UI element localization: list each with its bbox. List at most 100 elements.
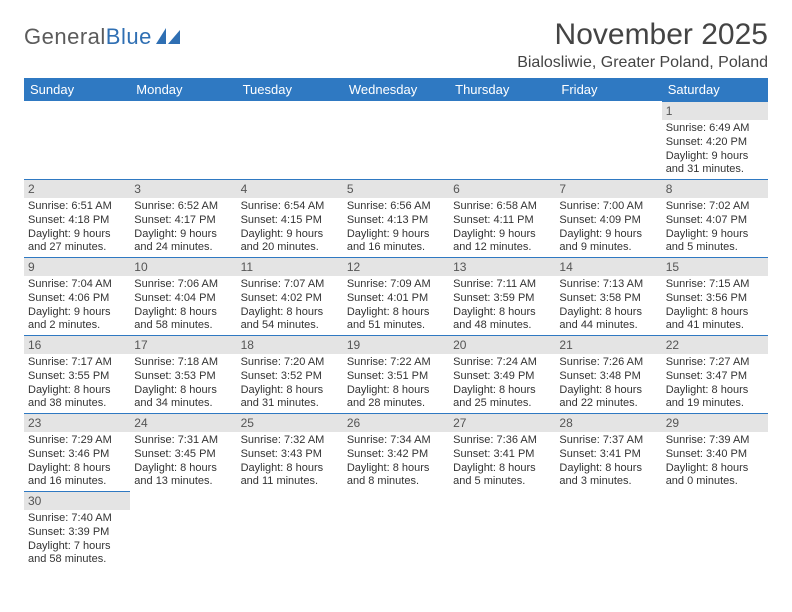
day-number: 11: [237, 257, 343, 276]
calendar-day-cell: 15Sunrise: 7:15 AMSunset: 3:56 PMDayligh…: [662, 257, 768, 335]
weekday-header: Tuesday: [237, 78, 343, 101]
day-sun-info: Sunrise: 6:51 AMSunset: 4:18 PMDaylight:…: [24, 198, 130, 255]
day-number: 2: [24, 179, 130, 198]
day-sun-info: Sunrise: 7:06 AMSunset: 4:04 PMDaylight:…: [130, 276, 236, 333]
weekday-header: Monday: [130, 78, 236, 101]
calendar-day-cell: 5Sunrise: 6:56 AMSunset: 4:13 PMDaylight…: [343, 179, 449, 257]
calendar-day-cell: 2Sunrise: 6:51 AMSunset: 4:18 PMDaylight…: [24, 179, 130, 257]
calendar-empty-cell: [237, 101, 343, 179]
day-sun-info: Sunrise: 6:58 AMSunset: 4:11 PMDaylight:…: [449, 198, 555, 255]
day-sun-info: Sunrise: 7:32 AMSunset: 3:43 PMDaylight:…: [237, 432, 343, 489]
calendar-week-row: 1Sunrise: 6:49 AMSunset: 4:20 PMDaylight…: [24, 101, 768, 179]
calendar-day-cell: 1Sunrise: 6:49 AMSunset: 4:20 PMDaylight…: [662, 101, 768, 179]
day-sun-info: Sunrise: 7:07 AMSunset: 4:02 PMDaylight:…: [237, 276, 343, 333]
day-number: 12: [343, 257, 449, 276]
day-number: 29: [662, 413, 768, 432]
day-sun-info: Sunrise: 7:00 AMSunset: 4:09 PMDaylight:…: [555, 198, 661, 255]
weekday-header: Thursday: [449, 78, 555, 101]
calendar-empty-cell: [555, 101, 661, 179]
day-number: 5: [343, 179, 449, 198]
day-number: 8: [662, 179, 768, 198]
day-number: 18: [237, 335, 343, 354]
calendar-day-cell: 20Sunrise: 7:24 AMSunset: 3:49 PMDayligh…: [449, 335, 555, 413]
day-sun-info: Sunrise: 7:34 AMSunset: 3:42 PMDaylight:…: [343, 432, 449, 489]
calendar-week-row: 16Sunrise: 7:17 AMSunset: 3:55 PMDayligh…: [24, 335, 768, 413]
calendar-empty-cell: [449, 101, 555, 179]
day-number: 15: [662, 257, 768, 276]
day-number: 17: [130, 335, 236, 354]
calendar-day-cell: 9Sunrise: 7:04 AMSunset: 4:06 PMDaylight…: [24, 257, 130, 335]
day-sun-info: Sunrise: 6:56 AMSunset: 4:13 PMDaylight:…: [343, 198, 449, 255]
day-sun-info: Sunrise: 7:26 AMSunset: 3:48 PMDaylight:…: [555, 354, 661, 411]
calendar-day-cell: 23Sunrise: 7:29 AMSunset: 3:46 PMDayligh…: [24, 413, 130, 491]
day-sun-info: Sunrise: 7:31 AMSunset: 3:45 PMDaylight:…: [130, 432, 236, 489]
day-sun-info: Sunrise: 7:15 AMSunset: 3:56 PMDaylight:…: [662, 276, 768, 333]
calendar-day-cell: 25Sunrise: 7:32 AMSunset: 3:43 PMDayligh…: [237, 413, 343, 491]
logo-sail-icon: [156, 28, 182, 46]
calendar-day-cell: 6Sunrise: 6:58 AMSunset: 4:11 PMDaylight…: [449, 179, 555, 257]
day-number: 4: [237, 179, 343, 198]
day-sun-info: Sunrise: 7:22 AMSunset: 3:51 PMDaylight:…: [343, 354, 449, 411]
weekday-header: Wednesday: [343, 78, 449, 101]
day-sun-info: Sunrise: 7:18 AMSunset: 3:53 PMDaylight:…: [130, 354, 236, 411]
weekday-header: Friday: [555, 78, 661, 101]
calendar-day-cell: 19Sunrise: 7:22 AMSunset: 3:51 PMDayligh…: [343, 335, 449, 413]
day-number: 27: [449, 413, 555, 432]
day-sun-info: Sunrise: 7:40 AMSunset: 3:39 PMDaylight:…: [24, 510, 130, 567]
day-sun-info: Sunrise: 7:36 AMSunset: 3:41 PMDaylight:…: [449, 432, 555, 489]
day-number: 16: [24, 335, 130, 354]
calendar-day-cell: 24Sunrise: 7:31 AMSunset: 3:45 PMDayligh…: [130, 413, 236, 491]
day-sun-info: Sunrise: 7:09 AMSunset: 4:01 PMDaylight:…: [343, 276, 449, 333]
logo-text-general: General: [24, 24, 106, 50]
calendar-header-row: SundayMondayTuesdayWednesdayThursdayFrid…: [24, 78, 768, 101]
calendar-day-cell: 26Sunrise: 7:34 AMSunset: 3:42 PMDayligh…: [343, 413, 449, 491]
calendar-week-row: 30Sunrise: 7:40 AMSunset: 3:39 PMDayligh…: [24, 491, 768, 569]
weekday-header: Sunday: [24, 78, 130, 101]
day-number: 30: [24, 491, 130, 510]
calendar-day-cell: 14Sunrise: 7:13 AMSunset: 3:58 PMDayligh…: [555, 257, 661, 335]
day-sun-info: Sunrise: 6:52 AMSunset: 4:17 PMDaylight:…: [130, 198, 236, 255]
day-sun-info: Sunrise: 7:37 AMSunset: 3:41 PMDaylight:…: [555, 432, 661, 489]
day-number: 26: [343, 413, 449, 432]
weekday-header: Saturday: [662, 78, 768, 101]
month-title: November 2025: [517, 18, 768, 52]
day-number: 1: [662, 101, 768, 120]
calendar-empty-cell: [237, 491, 343, 569]
calendar-week-row: 9Sunrise: 7:04 AMSunset: 4:06 PMDaylight…: [24, 257, 768, 335]
day-sun-info: Sunrise: 7:24 AMSunset: 3:49 PMDaylight:…: [449, 354, 555, 411]
calendar-day-cell: 17Sunrise: 7:18 AMSunset: 3:53 PMDayligh…: [130, 335, 236, 413]
day-number: 19: [343, 335, 449, 354]
calendar-day-cell: 12Sunrise: 7:09 AMSunset: 4:01 PMDayligh…: [343, 257, 449, 335]
calendar-empty-cell: [555, 491, 661, 569]
calendar-day-cell: 30Sunrise: 7:40 AMSunset: 3:39 PMDayligh…: [24, 491, 130, 569]
calendar-day-cell: 21Sunrise: 7:26 AMSunset: 3:48 PMDayligh…: [555, 335, 661, 413]
calendar-day-cell: 10Sunrise: 7:06 AMSunset: 4:04 PMDayligh…: [130, 257, 236, 335]
day-sun-info: Sunrise: 7:04 AMSunset: 4:06 PMDaylight:…: [24, 276, 130, 333]
calendar-empty-cell: [130, 491, 236, 569]
calendar-empty-cell: [449, 491, 555, 569]
calendar-empty-cell: [343, 491, 449, 569]
calendar-empty-cell: [24, 101, 130, 179]
title-block: November 2025 Bialosliwie, Greater Polan…: [517, 18, 768, 72]
calendar-empty-cell: [130, 101, 236, 179]
day-sun-info: Sunrise: 7:02 AMSunset: 4:07 PMDaylight:…: [662, 198, 768, 255]
calendar-day-cell: 28Sunrise: 7:37 AMSunset: 3:41 PMDayligh…: [555, 413, 661, 491]
day-number: 24: [130, 413, 236, 432]
calendar-day-cell: 7Sunrise: 7:00 AMSunset: 4:09 PMDaylight…: [555, 179, 661, 257]
day-number: 28: [555, 413, 661, 432]
logo: GeneralBlue: [24, 18, 182, 50]
day-sun-info: Sunrise: 7:27 AMSunset: 3:47 PMDaylight:…: [662, 354, 768, 411]
calendar-day-cell: 13Sunrise: 7:11 AMSunset: 3:59 PMDayligh…: [449, 257, 555, 335]
day-number: 23: [24, 413, 130, 432]
calendar-day-cell: 22Sunrise: 7:27 AMSunset: 3:47 PMDayligh…: [662, 335, 768, 413]
day-sun-info: Sunrise: 7:39 AMSunset: 3:40 PMDaylight:…: [662, 432, 768, 489]
calendar-empty-cell: [662, 491, 768, 569]
day-number: 20: [449, 335, 555, 354]
calendar-day-cell: 4Sunrise: 6:54 AMSunset: 4:15 PMDaylight…: [237, 179, 343, 257]
day-number: 14: [555, 257, 661, 276]
calendar-day-cell: 11Sunrise: 7:07 AMSunset: 4:02 PMDayligh…: [237, 257, 343, 335]
day-sun-info: Sunrise: 7:13 AMSunset: 3:58 PMDaylight:…: [555, 276, 661, 333]
calendar-week-row: 23Sunrise: 7:29 AMSunset: 3:46 PMDayligh…: [24, 413, 768, 491]
day-number: 6: [449, 179, 555, 198]
day-number: 21: [555, 335, 661, 354]
